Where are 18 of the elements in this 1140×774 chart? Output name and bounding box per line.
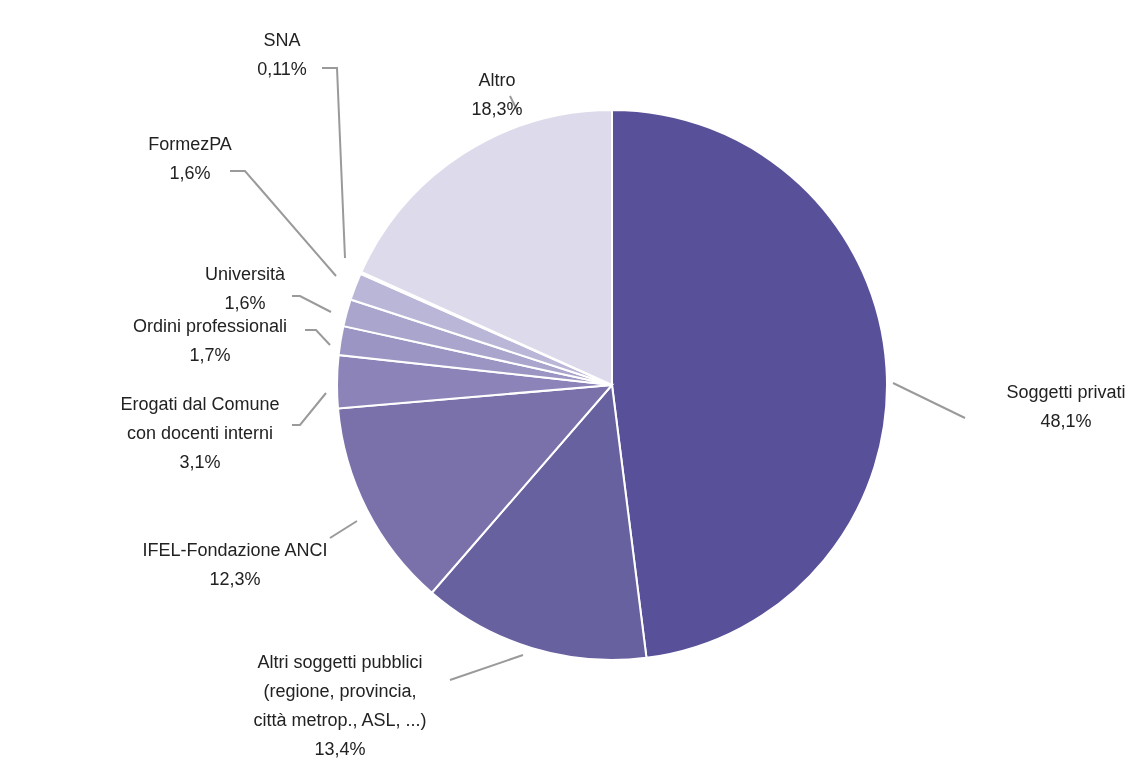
slice-label: Ordini professionali [132, 316, 288, 336]
slice-label: SNA [263, 30, 301, 50]
slice-label: IFEL-Fondazione ANCI [142, 540, 328, 560]
slice-label: Altri soggetti pubblici (regione, provincia, città metrop., ASL, ...) [253, 652, 427, 730]
slice-label: Erogati dal Comune con docenti interni [120, 394, 280, 443]
slice-label: Altro [478, 70, 516, 90]
data-label: 0,11% [257, 59, 307, 79]
data-label: 1,6% [169, 163, 211, 183]
data-label: 13,4% [314, 739, 366, 759]
slice-label: Soggetti privati [1006, 382, 1126, 402]
data-label: 3,1% [179, 452, 221, 472]
data-label: 18,3% [471, 99, 523, 119]
slice-label: FormezPA [148, 134, 232, 154]
data-label: 1,6% [224, 293, 266, 313]
data-label: 48,1% [1040, 411, 1092, 431]
data-label: 12,3% [209, 569, 261, 589]
slice-label: Università [204, 264, 286, 284]
data-label: 1,7% [189, 345, 231, 365]
